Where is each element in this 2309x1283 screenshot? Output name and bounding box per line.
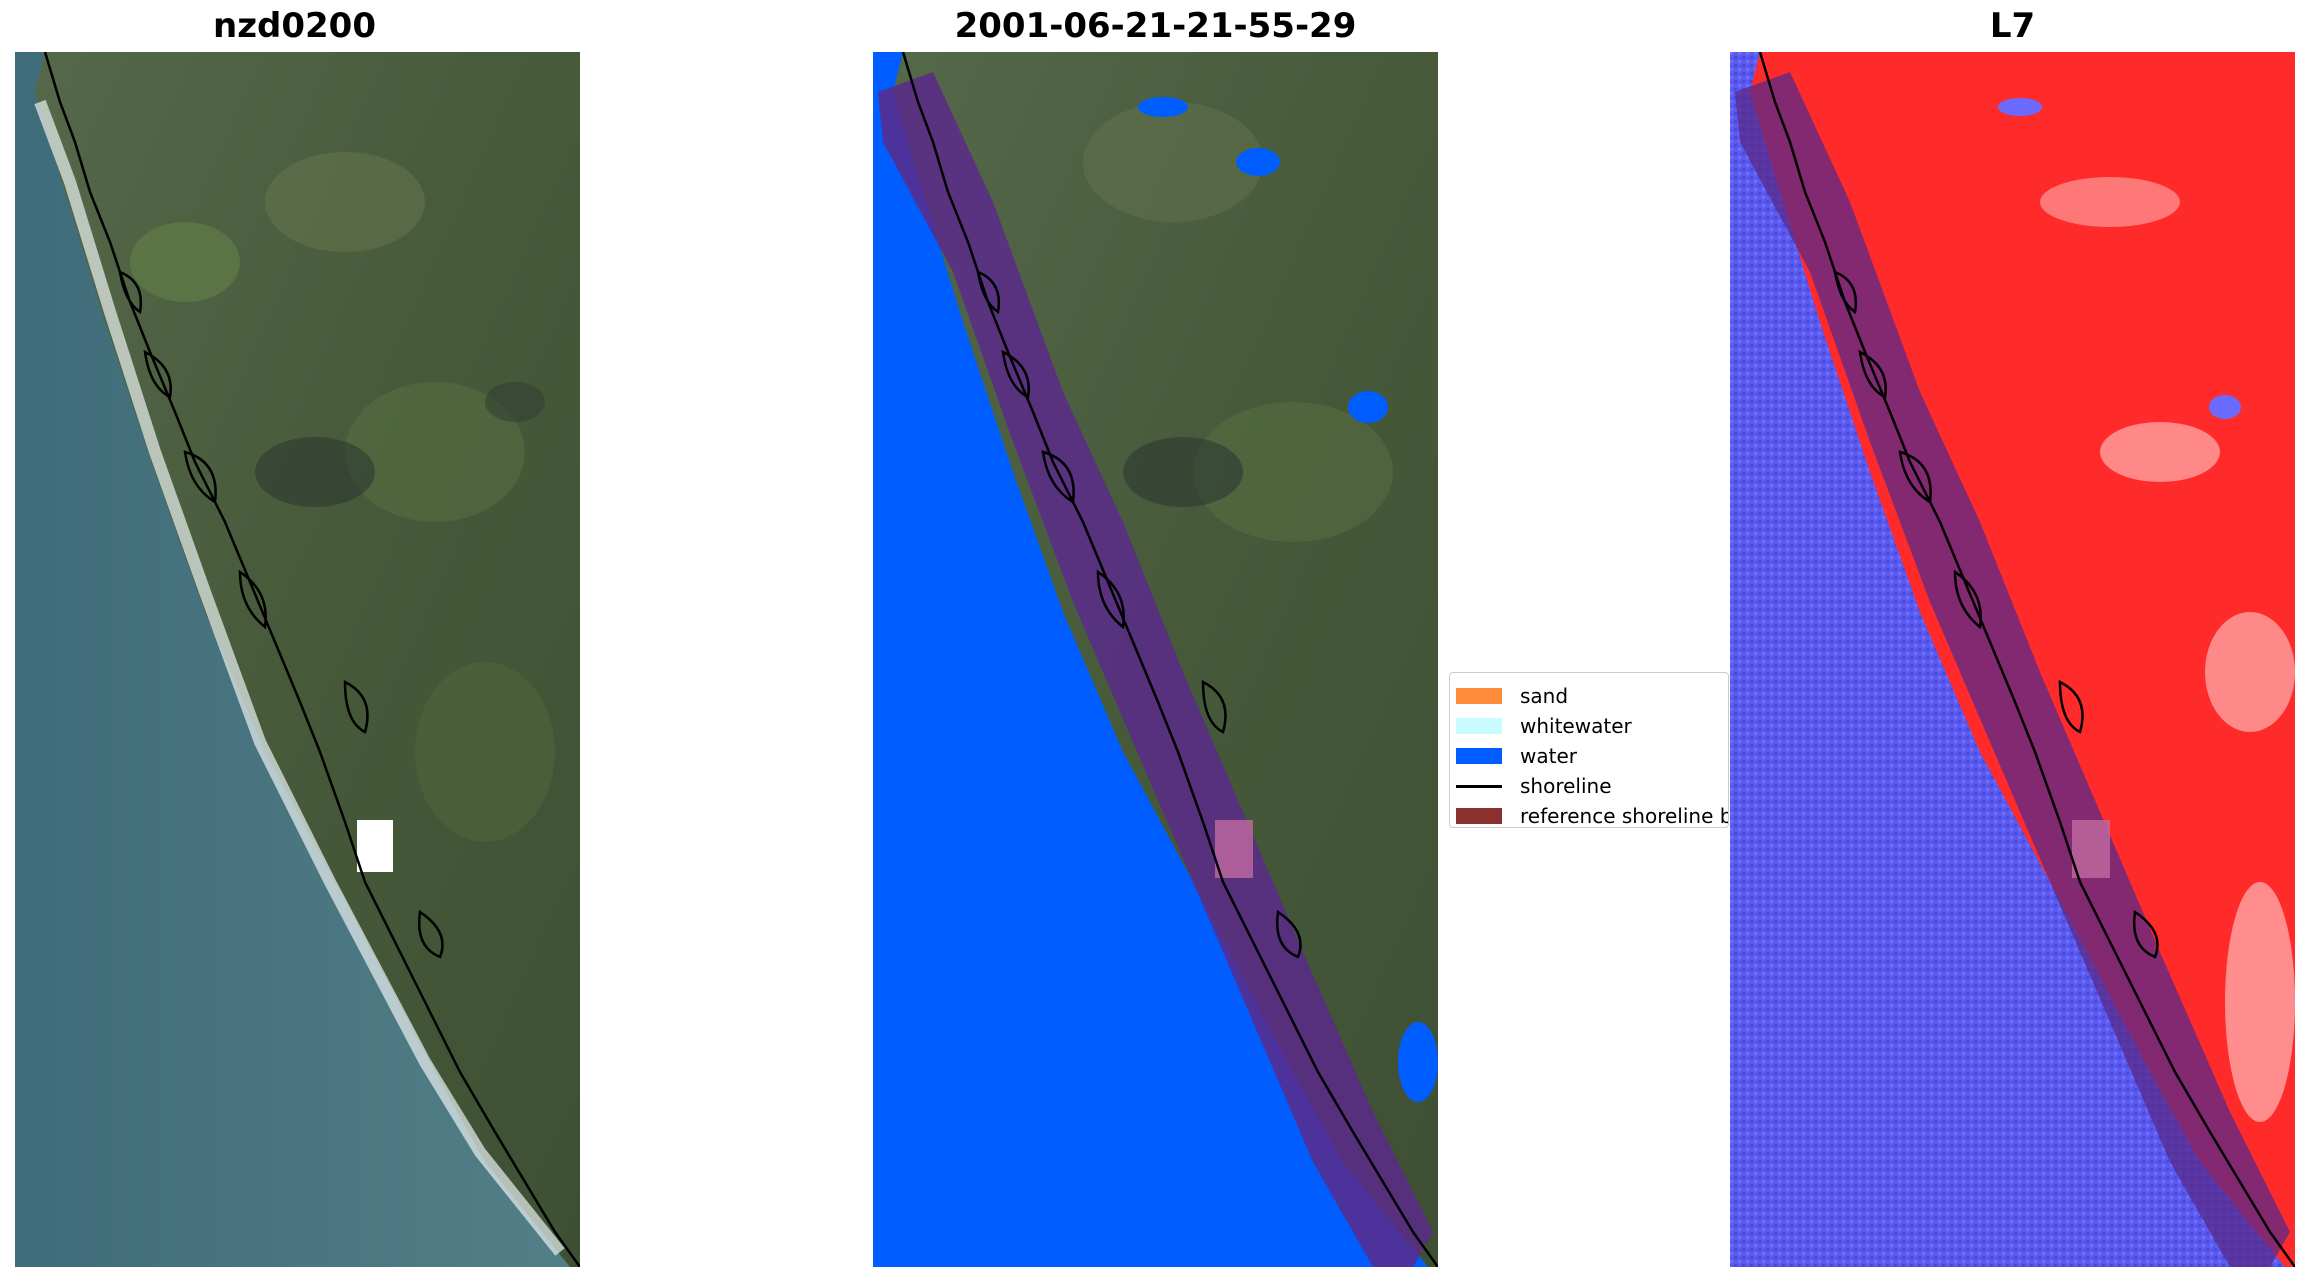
legend-item-reference-buffer: reference shoreline b [1456,803,1729,828]
classified-image-panel [873,52,1438,1267]
panel-title-classified: 2001-06-21-21-55-29 [954,6,1357,46]
no-data-patch [2072,820,2110,878]
legend-swatch-whitewater [1456,718,1502,734]
legend-item-whitewater: whitewater [1456,713,1632,739]
shoreline-details [1833,270,2159,959]
shoreline [43,52,580,1267]
shoreline [1758,52,2295,1267]
water-pond [1138,97,1188,117]
rgb-image-panel [15,52,580,1267]
no-data-patch [357,820,393,872]
land-area [35,52,580,1267]
shoreline-details [118,270,444,959]
legend-item-shoreline: shoreline [1456,773,1612,799]
water-pond [1348,391,1388,423]
legend-label-sand: sand [1520,684,1569,708]
legend: sand whitewater water shoreline referenc… [1449,672,1729,828]
index-image [1730,52,2295,1267]
panel-title-index: L7 [1989,6,2036,46]
index-image-panel [1730,52,2295,1267]
shoreline [901,52,1438,1267]
legend-line-shoreline [1456,784,1502,788]
shoreline-details [976,270,1302,959]
water-pond [1398,1022,1438,1102]
legend-label-whitewater: whitewater [1520,714,1632,738]
legend-item-sand: sand [1456,683,1568,709]
water-pond [1236,148,1280,176]
legend-swatch-sand [1456,688,1502,704]
legend-label-reference-buffer: reference shoreline b [1520,804,1729,828]
classified-image [873,52,1438,1267]
legend-item-water: water [1456,743,1577,769]
legend-swatch-reference-buffer [1456,808,1502,824]
panel-title-rgb: nzd0200 [213,6,376,46]
legend-label-shoreline: shoreline [1520,774,1612,798]
rgb-image [15,52,580,1267]
no-data-patch [1215,820,1253,878]
legend-label-water: water [1520,744,1577,768]
surf-zone [34,99,565,1256]
legend-swatch-water [1456,748,1502,764]
